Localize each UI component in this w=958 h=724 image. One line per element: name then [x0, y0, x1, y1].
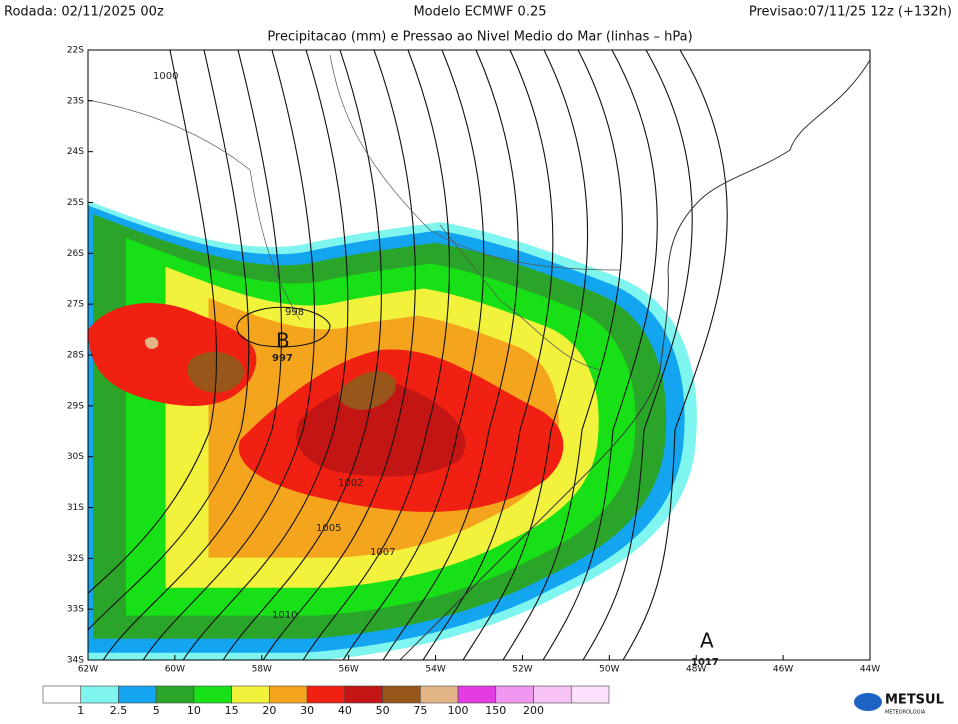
precip-area	[144, 337, 159, 349]
legend-swatch	[570, 685, 610, 704]
isobar-label: 1000	[153, 71, 178, 82]
legend-swatch	[344, 685, 383, 704]
forecast-label: Previsao:07/11/25 12z (+132h)	[749, 5, 952, 20]
isobar	[88, 50, 217, 594]
legend-label: 100	[448, 704, 469, 717]
isobar	[182, 50, 349, 660]
isobar	[102, 50, 283, 660]
isobar	[236, 306, 331, 348]
precip-area	[296, 381, 466, 477]
lat-label: 31S	[67, 503, 84, 513]
legend-label: 5	[153, 704, 160, 717]
isobar-label: 1010	[272, 610, 297, 621]
lon-label: 44W	[860, 665, 880, 675]
lat-label: 25S	[67, 198, 84, 208]
lat-label: 28S	[67, 351, 84, 361]
lat-label: 22S	[67, 46, 84, 56]
legend-label: 200	[523, 704, 544, 717]
lon-label: 58W	[252, 665, 272, 675]
lat-label: 30S	[67, 452, 84, 462]
isobar	[542, 50, 658, 660]
model-label: Modelo ECMWF 0.25	[413, 5, 546, 20]
logo: METSUL METEOROLOGIA	[854, 693, 944, 716]
legend-label: 1	[77, 704, 84, 717]
lat-label: 34S	[67, 656, 84, 666]
lon-label: 46W	[773, 665, 793, 675]
isobar	[342, 50, 485, 660]
legend-swatch	[155, 685, 195, 704]
lon-label: 50W	[599, 665, 619, 675]
legend-swatch	[80, 685, 119, 704]
legend-label: 30	[300, 704, 314, 717]
isobar-label: 1007	[370, 547, 395, 558]
lat-label: 24S	[67, 147, 84, 157]
lon-label: 62W	[78, 665, 98, 675]
legend-label: 10	[187, 704, 201, 717]
legend-swatch	[533, 685, 572, 704]
legend-label: 75	[413, 704, 427, 717]
run-label: Rodada: 02/11/2025 00z	[4, 5, 164, 20]
legend-label: 50	[376, 704, 390, 717]
lon-label: 48W	[686, 665, 706, 675]
isobar	[422, 50, 554, 660]
isobar	[222, 50, 382, 660]
isobar	[622, 50, 728, 660]
lat-label: 33S	[67, 605, 84, 615]
legend-label: 15	[225, 704, 239, 717]
subtitle: Precipitacao (mm) e Pressao ao Nivel Med…	[267, 30, 692, 45]
logo-subtext: METEOROLOGIA	[885, 710, 926, 716]
logo-text: METSUL	[885, 693, 944, 708]
lon-label: 52W	[512, 665, 532, 675]
isobar	[502, 50, 623, 660]
isobar	[582, 50, 693, 660]
lat-label: 29S	[67, 401, 84, 411]
isobar	[88, 50, 250, 631]
legend-label: 20	[262, 704, 276, 717]
legend-swatch	[269, 685, 308, 704]
legend-swatch	[420, 685, 459, 704]
legend-swatch	[42, 685, 82, 704]
legend-swatch	[382, 685, 421, 704]
isobar	[302, 50, 450, 660]
coastline	[399, 59, 870, 660]
legend-swatch	[231, 685, 270, 704]
isobar-label: 997	[272, 353, 293, 364]
legend-label: 2.5	[110, 704, 128, 717]
lon-label: 56W	[338, 665, 358, 675]
lat-label: 23S	[67, 96, 84, 106]
precip-area	[338, 371, 396, 410]
isobar-label: 998	[285, 307, 304, 318]
lat-label: 27S	[67, 300, 84, 310]
isobar-label: 1005	[316, 523, 341, 534]
legend-swatch	[118, 685, 157, 704]
isobar	[262, 50, 416, 660]
legend-label: 150	[485, 704, 506, 717]
map	[88, 50, 870, 660]
isobar	[142, 50, 316, 660]
legend: 1 2.5 5 10 15 20 30 40 50 75 100 150 200	[42, 685, 610, 717]
lat-label: 26S	[67, 249, 84, 259]
lon-label: 60W	[165, 665, 185, 675]
legend-label: 40	[338, 704, 352, 717]
lat-label: 32S	[67, 554, 84, 564]
legend-swatch	[306, 685, 346, 704]
isobar-label: 1002	[338, 478, 363, 489]
legend-swatch	[495, 685, 534, 704]
isobar-label: 1017	[691, 657, 719, 668]
high-center: A	[700, 629, 714, 653]
low-center: B	[276, 329, 290, 353]
borders	[88, 54, 621, 371]
lon-label: 54W	[425, 665, 445, 675]
isobar	[382, 50, 519, 660]
isobars	[88, 50, 728, 660]
legend-swatch	[193, 685, 232, 704]
legend-swatch	[457, 685, 497, 704]
isobar	[462, 50, 589, 660]
